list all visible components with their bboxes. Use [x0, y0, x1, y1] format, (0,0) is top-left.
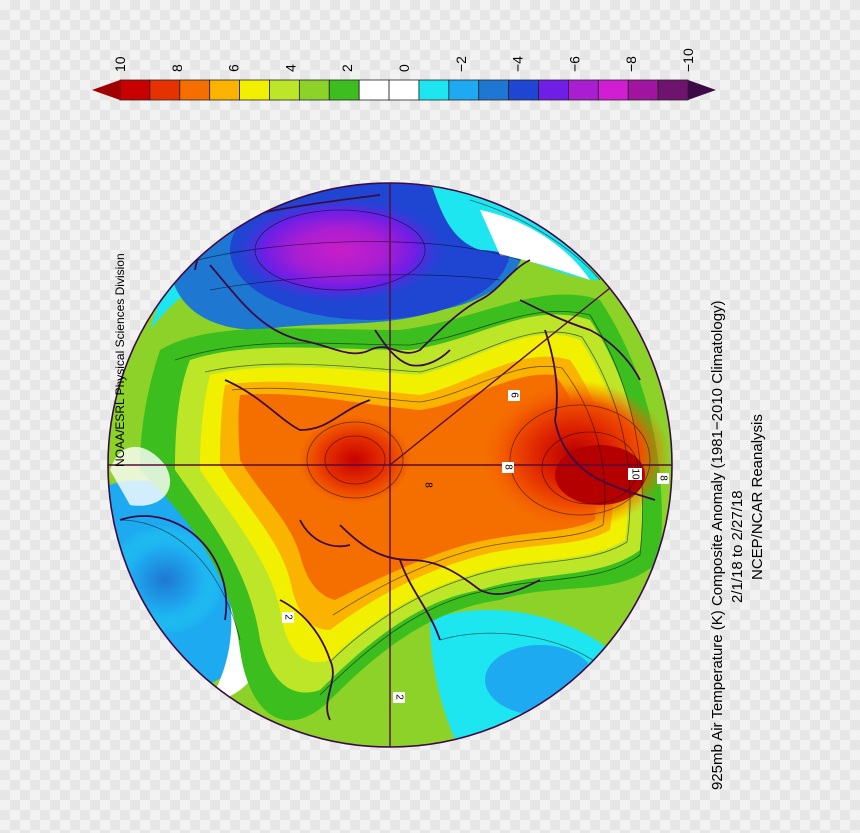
colorbar-label: −6: [566, 56, 582, 72]
colorbar-label: −8: [623, 56, 639, 72]
contour-label: 6: [508, 392, 519, 398]
colorbar-cell: [478, 79, 510, 101]
colorbar-cell: [179, 79, 211, 101]
credit-label: NOAA/ESRL Physical Sciences Division: [113, 253, 127, 467]
colorbar-cell: [269, 79, 300, 101]
colorbar-cell: [448, 79, 480, 101]
map-border: [107, 182, 673, 748]
caption-title: 925mb Air Temperature (K) Composite Anom…: [709, 300, 726, 790]
colorbar-cell: [358, 79, 390, 101]
contour-label: 10: [629, 468, 640, 480]
colorbar-cell: [298, 79, 330, 101]
meridians: [108, 183, 672, 747]
colorbar-label: 6: [226, 64, 242, 72]
colorbar-label: 2: [339, 64, 355, 72]
colorbar-label: 4: [282, 64, 298, 72]
colorbar-label: −2: [453, 56, 469, 72]
colorbar: 10 8 6 4 2 0 −2 −4 −6 −8 −10: [92, 48, 716, 101]
colorbar-tip-low: [92, 80, 120, 100]
colorbar-cell: [209, 79, 240, 101]
colorbar-tip-high: [688, 80, 716, 100]
colorbar-label: −10: [680, 48, 696, 72]
colorbar-cell: [119, 79, 151, 101]
colorbar-label: 8: [169, 64, 185, 72]
contour-label: 8: [502, 464, 513, 470]
colorbar-cell: [418, 79, 450, 101]
colorbar-cell: [388, 79, 420, 101]
colorbar-label: 10: [112, 56, 128, 72]
caption-source: NCEP/NCAR Reanalysis: [749, 414, 766, 580]
colorbar-cell: [328, 79, 360, 101]
colorbar-cell: [597, 79, 629, 101]
colorbar-cell: [627, 79, 659, 101]
polar-map: 10 8 8 6 2 2 8: [107, 182, 673, 748]
colorbar-cell: [657, 79, 689, 101]
contour-label: 2: [282, 614, 293, 620]
colorbar-cells: [119, 79, 689, 101]
colorbar-cell: [508, 79, 539, 101]
caption-date-range: 2/1/18 to 2/27/18: [729, 490, 746, 603]
colorbar-cell: [538, 79, 569, 101]
contour-label-group: 10 8 8 6 2 2 8: [282, 390, 669, 703]
colorbar-label: −4: [510, 56, 526, 72]
contour-label: 8: [422, 482, 433, 488]
colorbar-labels: 10 8 6 4 2 0 −2 −4 −6 −8 −10: [112, 48, 696, 72]
colorbar-cell: [568, 79, 599, 101]
colorbar-cell: [149, 79, 181, 101]
colorbar-label: 0: [396, 64, 412, 72]
colorbar-cell: [239, 79, 270, 101]
contour-label: 8: [657, 475, 668, 481]
contour-label: 2: [393, 694, 404, 700]
